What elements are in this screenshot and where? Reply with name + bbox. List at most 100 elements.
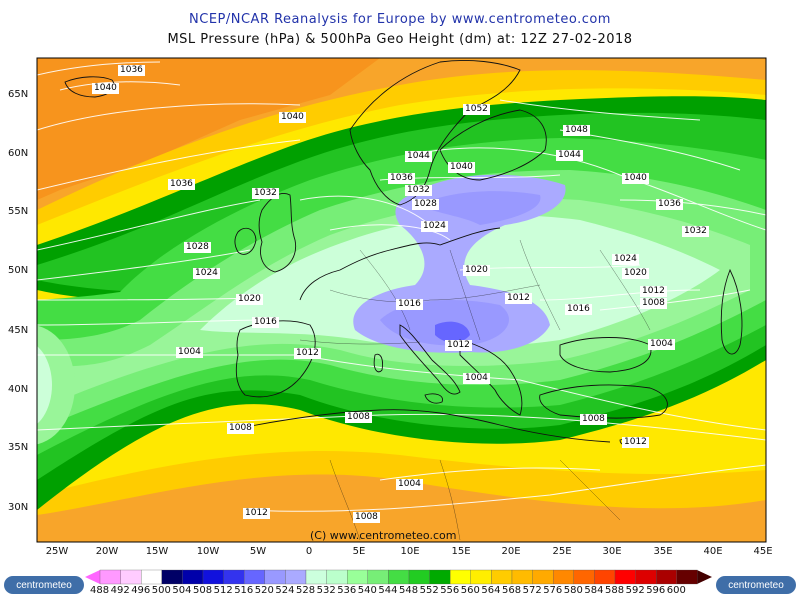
legend-label: 532 <box>316 585 336 596</box>
legend-label: 488 <box>90 585 110 596</box>
legend-color-cell <box>99 569 121 585</box>
color-legend <box>85 569 712 585</box>
legend-color-cell <box>491 569 513 585</box>
centrometeo-logo[interactable]: centrometeo <box>4 576 84 594</box>
isobar-label: 1040 <box>279 112 306 123</box>
legend-label: 548 <box>399 585 419 596</box>
isobar-label: 1040 <box>622 173 649 184</box>
legend-label: 528 <box>296 585 316 596</box>
lat-label: 35N <box>8 442 29 453</box>
isobar-label: 1012 <box>622 437 649 448</box>
lon-label: 5W <box>249 546 267 557</box>
isobar-label: 1044 <box>405 151 432 162</box>
legend-color-cell <box>223 569 245 585</box>
legend-label: 508 <box>193 585 213 596</box>
lon-label: 30E <box>602 546 622 557</box>
legend-label: 588 <box>605 585 625 596</box>
legend-label: 560 <box>460 585 480 596</box>
isobar-label: 1012 <box>445 340 472 351</box>
legend-color-cell <box>676 569 698 585</box>
legend-color-cell <box>347 569 368 585</box>
isobar-label: 1004 <box>396 479 423 490</box>
legend-label: 600 <box>666 585 686 596</box>
legend-color-cell <box>244 569 265 585</box>
legend-label: 576 <box>543 585 563 596</box>
legend-label: 504 <box>172 585 192 596</box>
legend-label: 540 <box>357 585 377 596</box>
legend-label: 544 <box>378 585 398 596</box>
isobar-label: 1016 <box>252 317 279 328</box>
isobar-label: 1044 <box>556 150 583 161</box>
isobar-label: 1020 <box>622 268 649 279</box>
legend-label: 500 <box>151 585 171 596</box>
legend-color-cell <box>594 569 616 585</box>
legend-color-cell <box>553 569 574 585</box>
map-subtitle: MSL Pressure (hPa) & 500hPa Geo Height (… <box>167 32 633 47</box>
isobar-label: 1040 <box>448 162 475 173</box>
lat-label: 45N <box>8 325 29 336</box>
isobar-label: 1036 <box>118 65 145 76</box>
map-title: NCEP/NCAR Reanalysis for Europe by www.c… <box>189 12 611 27</box>
isobar-label: 1008 <box>353 512 380 523</box>
legend-color-cell <box>161 569 183 585</box>
isobar-label: 1024 <box>612 254 639 265</box>
isobar-label: 1020 <box>236 294 263 305</box>
legend-label: 536 <box>337 585 357 596</box>
legend-color-cell <box>408 569 430 585</box>
legend-color-cell <box>305 569 327 585</box>
isobar-label: 1016 <box>396 299 423 310</box>
isobar-label: 1028 <box>184 242 211 253</box>
lat-label: 60N <box>8 148 29 159</box>
legend-color-cell <box>202 569 224 585</box>
legend-color-cell <box>573 569 595 585</box>
isobar-label: 1004 <box>176 347 203 358</box>
legend-label: 584 <box>584 585 604 596</box>
lon-label: 0 <box>305 546 313 557</box>
legend-label: 596 <box>646 585 666 596</box>
lon-label: 40E <box>703 546 723 557</box>
legend-color-cell <box>532 569 554 585</box>
logo-text: centrometeo <box>16 579 72 591</box>
isobar-label: 1036 <box>168 179 195 190</box>
legend-label: 564 <box>481 585 501 596</box>
isobar-label: 1008 <box>227 423 254 434</box>
legend-color-cell <box>285 569 307 585</box>
legend-label: 556 <box>440 585 460 596</box>
isobar-label: 1032 <box>252 188 279 199</box>
legend-color-cell <box>388 569 410 585</box>
lon-label: 20W <box>95 546 119 557</box>
isobar-label: 1032 <box>682 226 709 237</box>
legend-arrow-left <box>85 570 100 584</box>
legend-color-cell <box>264 569 286 585</box>
legend-color-cell <box>635 569 657 585</box>
isobar-label: 1012 <box>294 348 321 359</box>
legend-label: 496 <box>131 585 151 596</box>
legend-color-cell <box>614 569 636 585</box>
legend-label: 592 <box>625 585 645 596</box>
isobar-label: 1040 <box>92 83 119 94</box>
legend-color-cell <box>120 569 142 585</box>
legend-label: 580 <box>563 585 583 596</box>
legend-label: 516 <box>234 585 254 596</box>
legend-label: 568 <box>502 585 522 596</box>
centrometeo-logo[interactable]: centrometeo <box>716 576 796 594</box>
isobar-label: 1012 <box>505 293 532 304</box>
legend-color-cell <box>450 569 471 585</box>
copyright-text: (C) www.centrometeo.com <box>310 529 457 542</box>
isobar-label: 1036 <box>656 199 683 210</box>
isobar-label: 1024 <box>193 268 220 279</box>
legend-color-cell <box>511 569 533 585</box>
legend-color-cell <box>656 569 677 585</box>
lat-label: 30N <box>8 502 29 513</box>
legend-label: 572 <box>522 585 542 596</box>
lat-label: 55N <box>8 206 29 217</box>
lon-label: 25E <box>552 546 572 557</box>
lat-label: 65N <box>8 89 29 100</box>
isobar-label: 1008 <box>345 412 372 423</box>
legend-color-cell <box>367 569 389 585</box>
isobar-label: 1004 <box>648 339 675 350</box>
lon-label: 15W <box>145 546 169 557</box>
legend-arrow-right <box>697 570 712 584</box>
legend-label: 552 <box>419 585 439 596</box>
legend-color-cell <box>470 569 492 585</box>
